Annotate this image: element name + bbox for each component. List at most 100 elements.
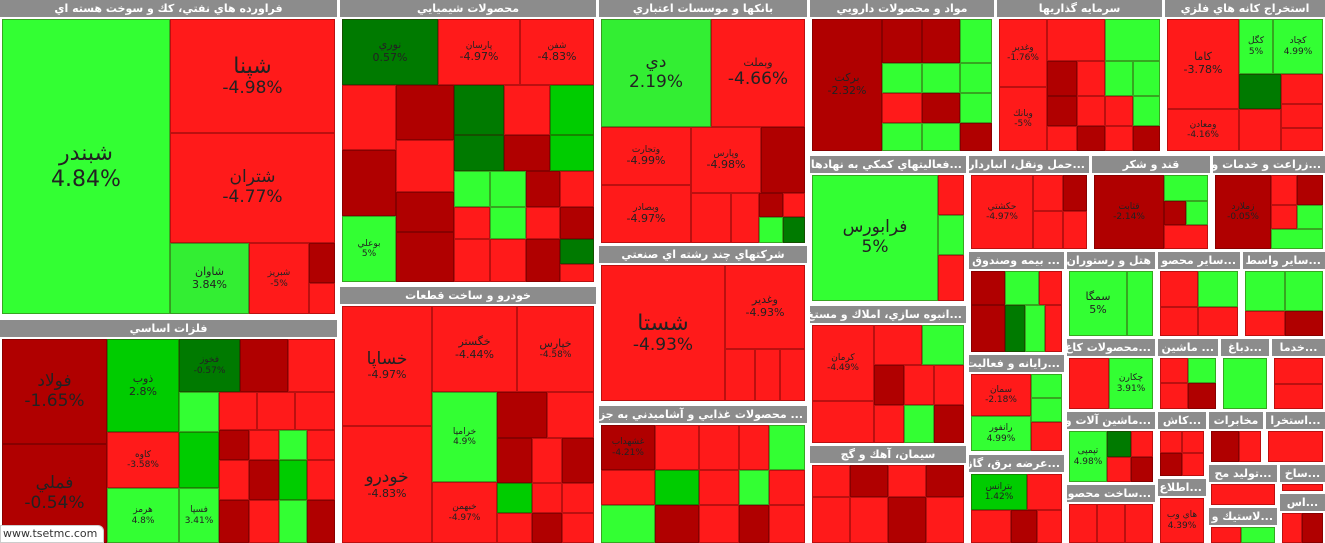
tile-vatejarat[interactable]: وتجارت -4.99% — [601, 127, 691, 185]
tile-small[interactable] — [307, 460, 335, 500]
group-sakht-title[interactable]: ...ساخ — [1280, 465, 1325, 482]
tile-small[interactable] — [562, 483, 594, 513]
tile-small[interactable] — [1039, 271, 1062, 305]
tile-small[interactable] — [219, 392, 257, 430]
tile-small[interactable] — [850, 497, 888, 543]
tile-small[interactable] — [1271, 175, 1297, 205]
tile-small[interactable] — [1105, 61, 1133, 96]
tile-small[interactable] — [295, 392, 335, 430]
group-mining-title[interactable]: استخراج كانه هاي فلزي — [1165, 0, 1325, 17]
tile-small[interactable] — [396, 85, 454, 140]
group-transport-title[interactable]: ...حمل ونقل، انباردار — [969, 156, 1089, 173]
tile-kechad[interactable]: كچاد 4.99% — [1273, 19, 1323, 74]
tile-tpompi[interactable]: تپمپی 4.98% — [1069, 431, 1107, 482]
tile-small[interactable] — [504, 135, 550, 171]
tile-small[interactable] — [547, 392, 594, 438]
tile-small[interactable] — [1285, 271, 1323, 311]
tile-small[interactable] — [1282, 484, 1323, 491]
tile-khgostar[interactable]: خگستر -4.44% — [432, 306, 517, 392]
tile-zob[interactable]: ذوب 2.8% — [107, 339, 179, 432]
group-hotel-title[interactable]: هتل و رستوران — [1067, 252, 1155, 269]
tile-small[interactable] — [1077, 61, 1105, 96]
tile-small[interactable] — [759, 193, 783, 217]
tile-small[interactable] — [279, 500, 307, 543]
tile-shepna[interactable]: شپنا -4.98% — [170, 19, 335, 133]
tile-kama[interactable]: كاما -3.78% — [1167, 19, 1239, 109]
tile-small[interactable] — [1188, 383, 1216, 409]
group-agri-title[interactable]: ...زراعت و خدمات و — [1213, 156, 1325, 173]
tile-small[interactable] — [1160, 307, 1198, 336]
tile-shebriz[interactable]: شبريز -5% — [249, 243, 309, 314]
tile-small[interactable] — [490, 171, 526, 207]
tile-small[interactable] — [249, 430, 279, 460]
tile-small[interactable] — [179, 392, 219, 432]
tile-small[interactable] — [560, 207, 594, 239]
tile-small[interactable] — [560, 171, 594, 207]
tile-vapars[interactable]: وپارس -4.98% — [691, 127, 761, 193]
tile-small[interactable] — [759, 217, 783, 243]
tile-hkeshti[interactable]: حكشتي -4.97% — [971, 175, 1033, 249]
tile-small[interactable] — [731, 193, 759, 243]
tile-betrans[interactable]: بترانس 1.42% — [971, 474, 1027, 510]
tile-small[interactable] — [1223, 358, 1267, 409]
tile-small[interactable] — [960, 63, 992, 93]
tile-small[interactable] — [1211, 484, 1275, 505]
tile-small[interactable] — [1281, 104, 1323, 128]
group-insurance-title[interactable]: ... بيمه وصندوق — [969, 252, 1064, 269]
tile-small[interactable] — [850, 465, 888, 497]
tile-small[interactable] — [699, 425, 739, 470]
tile-small[interactable] — [249, 500, 279, 543]
tile-small[interactable] — [1239, 109, 1281, 151]
group-banks-title[interactable]: بانكها و موسسات اعتباري — [599, 0, 807, 17]
group-production-title[interactable]: ...توليد مح — [1209, 465, 1277, 482]
tile-vabsader[interactable]: وبصادر -4.97% — [601, 185, 691, 243]
tile-parsan[interactable]: پارسان -4.97% — [438, 19, 520, 85]
tile-small[interactable] — [1245, 271, 1285, 311]
tile-small[interactable] — [1005, 271, 1039, 305]
tile-small[interactable] — [1031, 422, 1062, 451]
tile-small[interactable] — [526, 171, 560, 207]
tile-ghsabet[interactable]: قثابت -2.14% — [1094, 175, 1164, 249]
tile-small[interactable] — [497, 438, 532, 483]
tile-small[interactable] — [934, 365, 964, 405]
tile-shebandar[interactable]: شبندر 4.84% — [2, 19, 170, 314]
tile-small[interactable] — [755, 349, 780, 401]
tile-vabemellat[interactable]: وبملت -4.66% — [711, 19, 805, 127]
tile-zamlard[interactable]: زملارد -0.05% — [1215, 175, 1271, 249]
group-food-title[interactable]: ... محصولات غذايي و آشاميدني به جز — [599, 406, 807, 423]
tile-small[interactable] — [971, 510, 1011, 543]
tile-farabourse[interactable]: فرابورس 5% — [812, 175, 938, 301]
tile-small[interactable] — [532, 438, 562, 483]
tile-small[interactable] — [960, 93, 992, 123]
tile-dey[interactable]: دي 2.19% — [601, 19, 711, 127]
tile-barekat[interactable]: بركت -2.32% — [812, 19, 882, 151]
tile-small[interactable] — [309, 283, 335, 314]
tile-small[interactable] — [1107, 457, 1131, 482]
tile-small[interactable] — [1033, 211, 1063, 249]
group-construction-title[interactable]: ...ساخت محصو — [1067, 485, 1155, 502]
tile-small[interactable] — [1037, 510, 1062, 543]
tile-small[interactable] — [1047, 96, 1077, 126]
group-support-title[interactable]: ...فعاليتهاي كمكي به نهادها — [810, 156, 966, 173]
tile-small[interactable] — [601, 470, 655, 505]
tile-small[interactable] — [1239, 431, 1261, 462]
tile-hivab[interactable]: هاي وب 4.39% — [1160, 498, 1204, 543]
tile-small[interactable] — [960, 123, 992, 151]
tile-small[interactable] — [922, 123, 960, 151]
tile-small[interactable] — [1239, 74, 1281, 109]
tile-small[interactable] — [783, 193, 805, 217]
tile-small[interactable] — [699, 505, 739, 543]
tile-small[interactable] — [550, 135, 594, 171]
tile-khpars[interactable]: خپارس -4.58% — [517, 306, 594, 392]
tile-small[interactable] — [560, 239, 594, 264]
tile-small[interactable] — [783, 217, 805, 243]
tile-small[interactable] — [812, 465, 850, 497]
tile-small[interactable] — [550, 85, 594, 135]
tile-small[interactable] — [922, 19, 960, 63]
tile-fesepa[interactable]: فسپا 3.41% — [179, 488, 219, 543]
tile-small[interactable] — [926, 465, 964, 497]
tile-small[interactable] — [1105, 126, 1133, 151]
tile-small[interactable] — [1105, 96, 1133, 126]
tile-samga[interactable]: سمگا 5% — [1069, 271, 1127, 336]
tile-small[interactable] — [938, 255, 964, 301]
